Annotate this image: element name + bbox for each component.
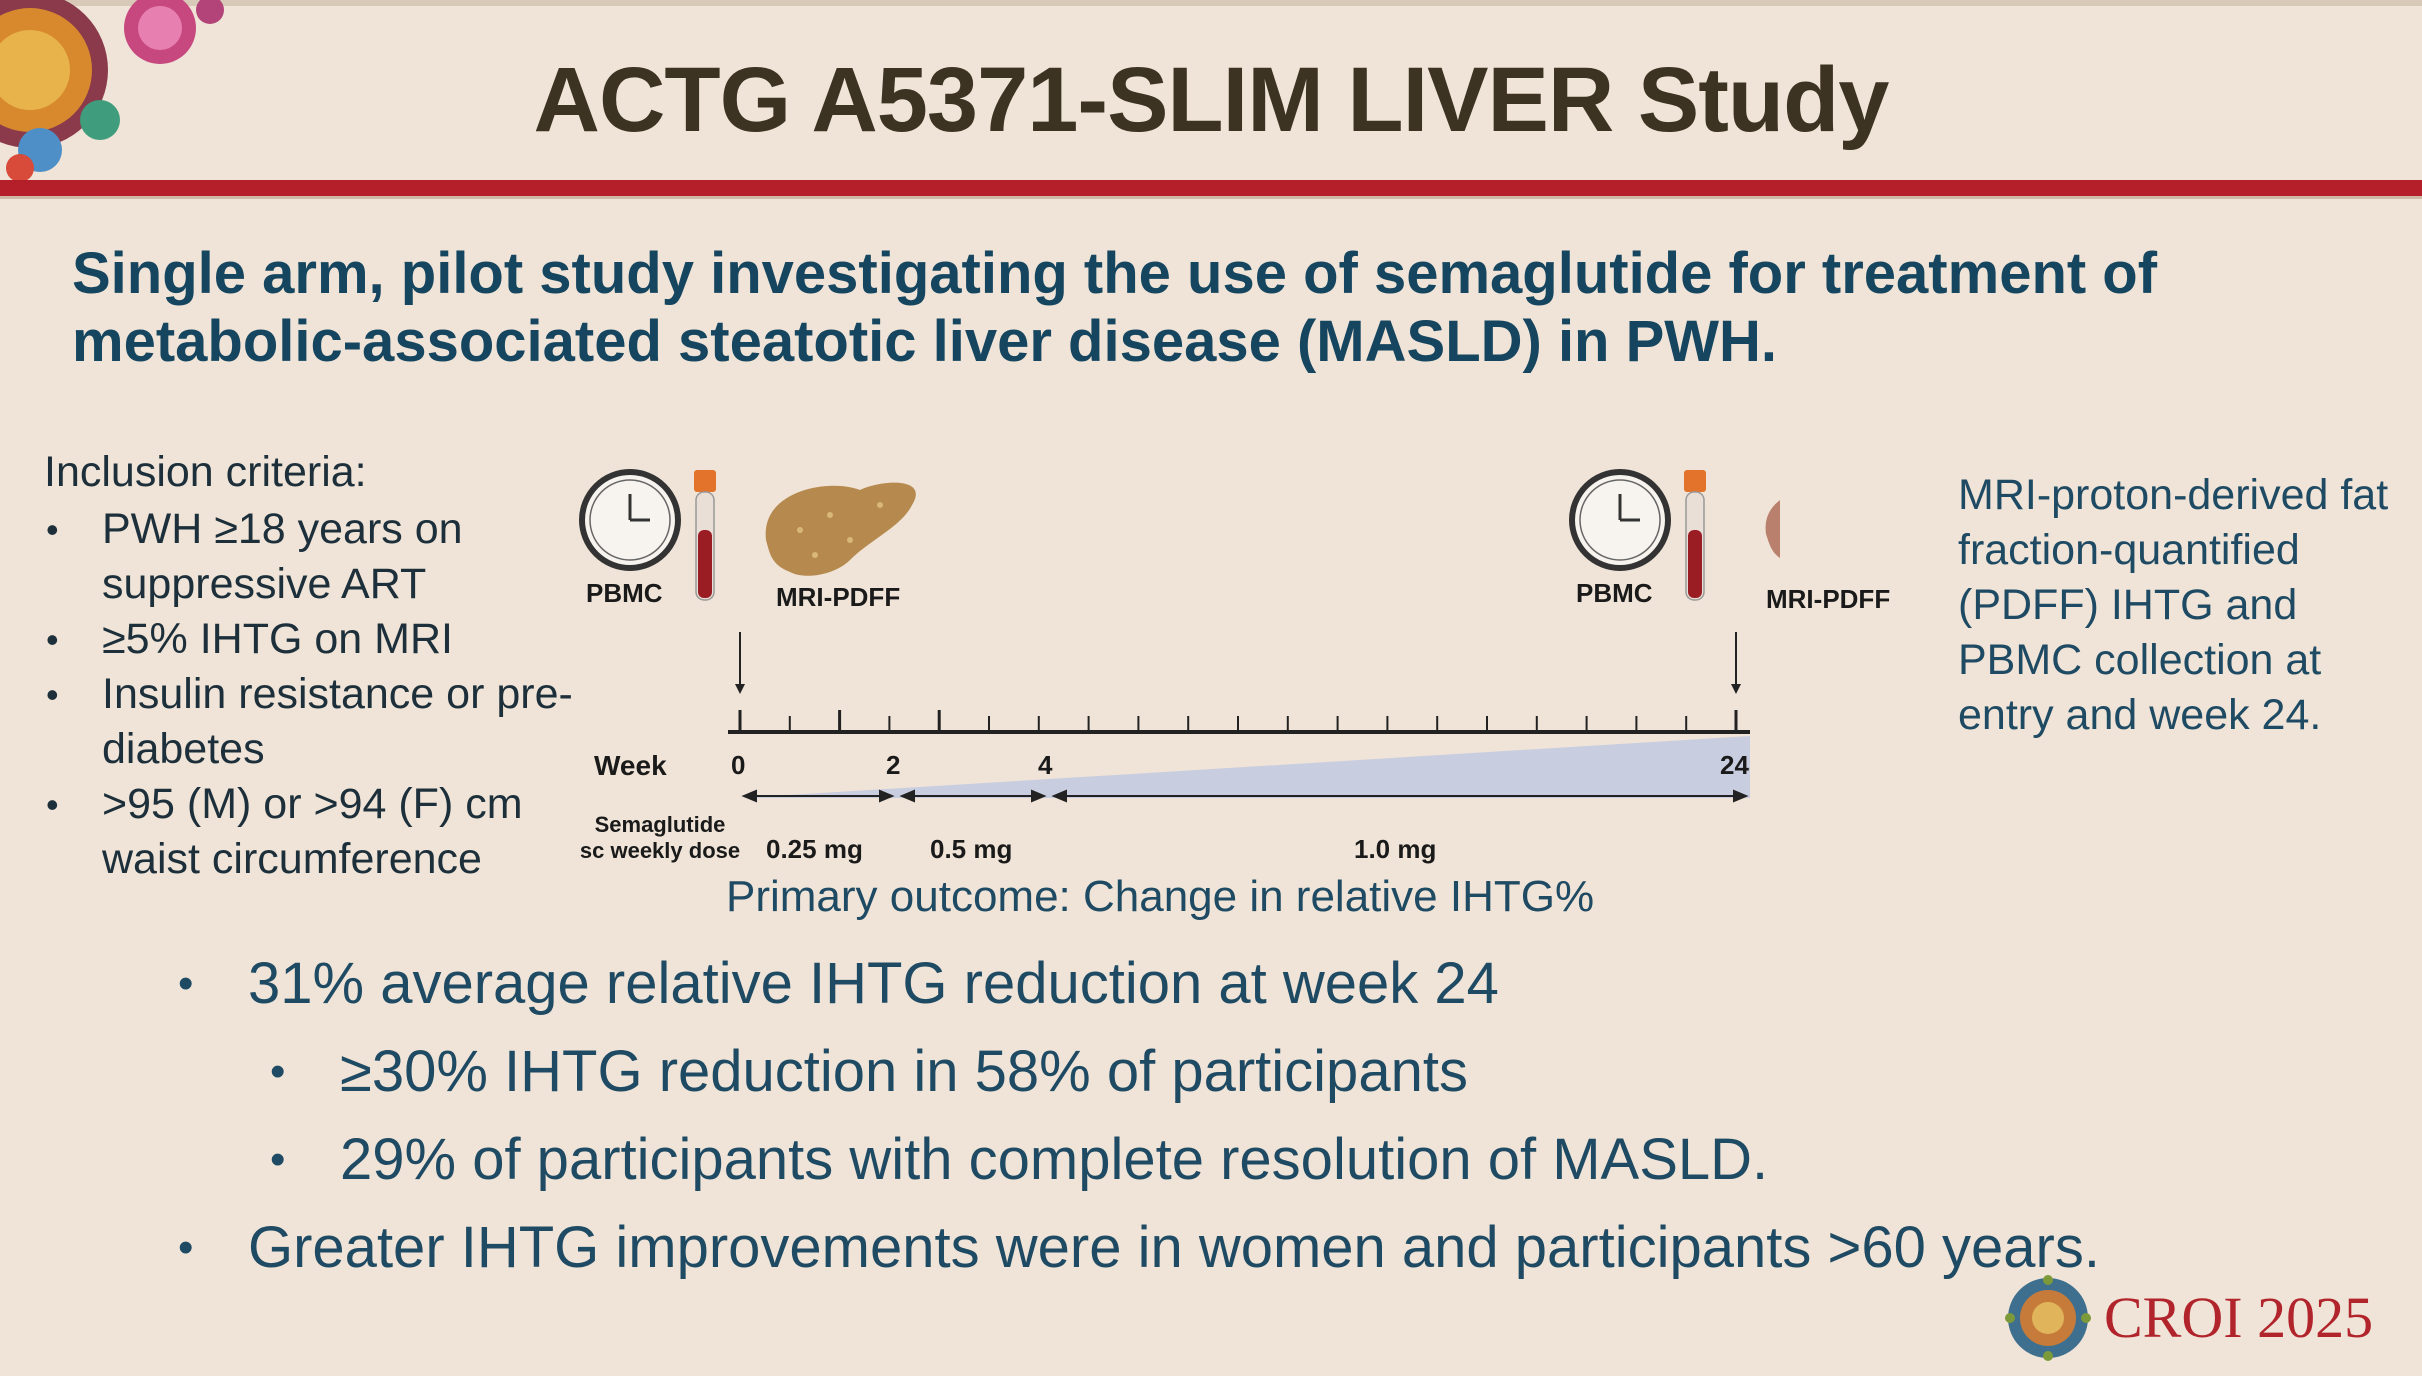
methods-note: MRI-proton-derived fat fraction-quantifi… (1958, 471, 2389, 739)
pbmc-label-entry: PBMC (586, 578, 663, 608)
inclusion-title: Inclusion criteria: (44, 448, 367, 496)
week-tick-label: 0 (731, 750, 746, 780)
croi-virus-logo-icon (2005, 1275, 2091, 1361)
blood-tube-icon (694, 470, 716, 601)
inclusion-item: • Insulin resistance or pre-diabetes (46, 670, 573, 773)
results-list: • 31% average relative IHTG reduction at … (178, 940, 2378, 1292)
result-sub-bullet: • 29% of participants with complete resol… (270, 1127, 1769, 1192)
clock-icon (1569, 469, 1671, 571)
result-sub-bullet: • ≥30% IHTG reduction in 58% of participa… (270, 1039, 1468, 1104)
result-bullet: • 31% average relative IHTG reduction at … (178, 951, 1499, 1016)
timeline-axis (728, 710, 1750, 734)
inclusion-item: • PWH ≥18 years on suppressive ART (46, 505, 463, 608)
dose-value: 1.0 mg (1354, 834, 1437, 864)
week-tick-label: 24 (1720, 750, 1749, 780)
primary-outcome: Primary outcome: Change in relative IHTG… (726, 872, 1595, 921)
pbmc-label-week24: PBMC (1576, 578, 1653, 608)
dose-value: 0.5 mg (930, 834, 1013, 864)
inclusion-item: • >95 (M) or >94 (F) cm waist circumferen… (46, 780, 523, 883)
inclusion-list: • PWH ≥18 years on suppressive ART • ≥5% I… (44, 502, 584, 887)
title-divider-shadow (0, 196, 2422, 199)
slide-title: ACTG A5371-SLIM LIVER Study (533, 49, 1890, 151)
croi-logo-text: CROI 2025 (2104, 1285, 2374, 1350)
clock-icon (579, 469, 681, 571)
liver-icon (765, 482, 916, 576)
title-divider (0, 180, 2422, 196)
liver-icon (1765, 500, 1780, 558)
week-axis-label: Week (594, 750, 667, 781)
result-bullet: • Greater IHTG improvements were in women… (178, 1215, 2100, 1280)
croi-logo: CROI 2025 (2000, 1270, 2400, 1366)
inclusion-item: • ≥5% IHTG on MRI (46, 615, 453, 663)
mri-label-entry: MRI-PDFF (776, 582, 901, 612)
mri-label-week24: MRI-PDFF (1766, 584, 1891, 614)
timeline-graphics (579, 469, 1780, 803)
virus-cluster-icon (0, 0, 224, 182)
study-timeline-diagram: PBMC MRI-PDFF PBMC MRI-PDFF Week 0 2 4 2… (550, 450, 1890, 870)
week-tick-label: 2 (886, 750, 901, 780)
dose-value: 0.25 mg (766, 834, 863, 864)
top-border (0, 0, 2422, 6)
dose-range-arrows (741, 789, 1749, 803)
blood-tube-icon (1684, 470, 1706, 601)
study-subtitle: Single arm, pilot study investigating th… (72, 241, 2158, 374)
dose-label: Semaglutide sc weekly dose (579, 812, 741, 863)
week-tick-label: 4 (1038, 750, 1053, 780)
